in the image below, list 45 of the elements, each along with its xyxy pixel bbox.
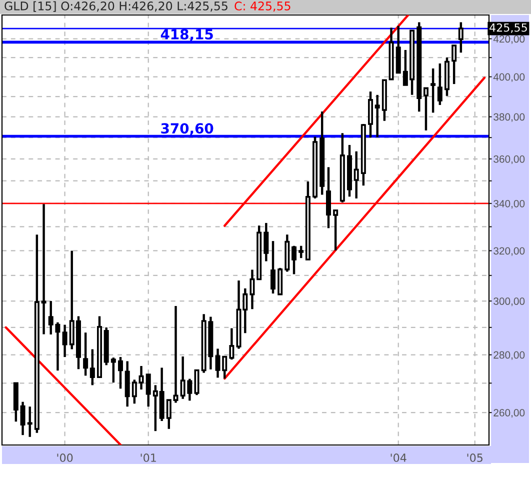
x-tick-label: '04 (390, 454, 406, 462)
candlestick (138, 364, 144, 391)
candlestick (41, 203, 46, 336)
candlestick (194, 369, 200, 396)
candlestick (250, 268, 255, 310)
candlestick (20, 400, 26, 436)
x-tick-label: '05 (467, 454, 482, 462)
candlestick (27, 405, 32, 438)
y-tick-label: 380,00 (494, 113, 525, 122)
ref-line-label: 370,60 (161, 123, 214, 136)
candlestick (270, 240, 276, 295)
candlestick (264, 222, 269, 262)
candlestick (62, 324, 68, 358)
y-tick-label: 280,00 (494, 351, 525, 360)
candlestick (118, 356, 123, 390)
candlestick (326, 166, 331, 230)
y-tick-label: 360,00 (494, 155, 525, 164)
candlestick (452, 44, 457, 86)
candlestick (437, 62, 442, 106)
x-tick-label: '00 (57, 454, 73, 462)
candlestick (146, 373, 151, 408)
candlestick (132, 378, 137, 405)
candlestick (292, 244, 297, 276)
candlestick (333, 209, 338, 252)
y-tick-label: 260,00 (494, 409, 525, 418)
candlestick (110, 356, 116, 384)
candlestick (298, 244, 304, 260)
candlestick (83, 331, 88, 377)
chart-title: GLD [15] O:426,20 H:426,20 L:425,55 (4, 1, 228, 12)
y-tick-label: 340,00 (494, 200, 525, 209)
candlestick (90, 348, 95, 386)
annotation: 425,55 (490, 23, 527, 33)
y-tick-label: 420,00 (493, 35, 525, 44)
x-tick-label: '01 (140, 454, 156, 462)
y-tick-label: 320,00 (494, 247, 525, 256)
candlestick (374, 94, 380, 138)
candlestick (229, 327, 234, 361)
candlestick (423, 87, 428, 132)
chart-subtitle: C: 425,55 (234, 1, 290, 12)
y-tick-label: 400,00 (493, 73, 525, 82)
candlestick (354, 150, 359, 200)
ref-line-label: 418,15 (160, 29, 213, 42)
candlestick (430, 67, 436, 114)
candlestick (458, 21, 464, 54)
y-tick-label: 300,00 (494, 298, 525, 306)
